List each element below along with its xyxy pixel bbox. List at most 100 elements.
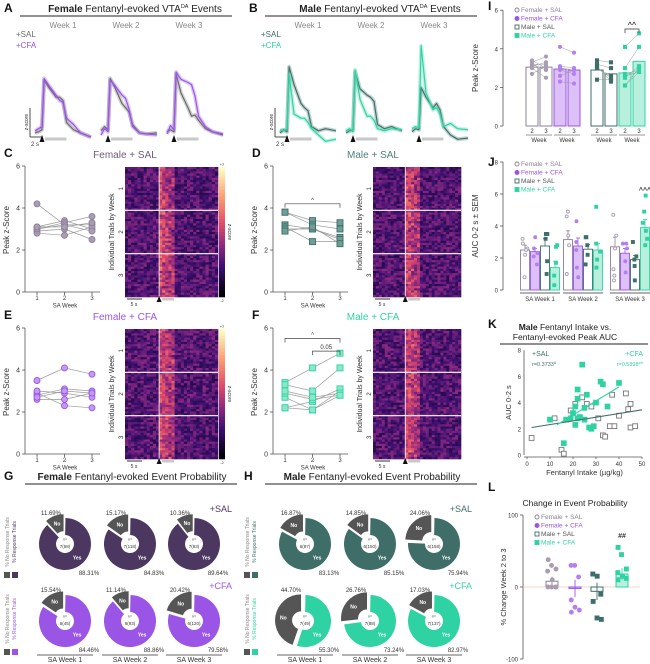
heatmap-cell: [190, 236, 194, 239]
heatmap-cell: [196, 262, 200, 265]
heatmap-cell: [402, 271, 406, 274]
heatmap-cell: [168, 245, 172, 248]
heatmap-cell: [373, 277, 377, 280]
heatmap-cell: [128, 221, 132, 224]
heatmap-cell: [381, 177, 386, 181]
heatmap-cell: [396, 195, 400, 198]
heatmap-cell: [455, 284, 459, 287]
heatmap-cell: [405, 240, 409, 244]
heatmap-cell: [128, 236, 132, 239]
heatmap-cell: [422, 175, 427, 179]
heatmap-cell: [419, 284, 424, 287]
heatmap-cell: [190, 331, 194, 334]
heatmap-cell: [399, 175, 403, 179]
heatmap-cell: [205, 195, 209, 198]
heatmap-cell: [393, 255, 397, 259]
heatmap-cell: [162, 372, 166, 375]
heatmap-cell: [168, 242, 172, 246]
heatmap-cell: [177, 400, 182, 403]
heatmap-cell: [137, 206, 141, 209]
heatmap-cell: [125, 271, 129, 274]
heatmap-cell: [159, 221, 163, 224]
heatmap-cell: [162, 203, 166, 207]
heatmap-cell: [193, 214, 197, 218]
heatmap-cell: [196, 352, 200, 356]
heatmap-cell: [405, 219, 409, 222]
heatmap-cell: [143, 359, 147, 362]
heatmap-cell: [419, 255, 424, 259]
heatmap-cell: [183, 376, 188, 380]
heatmap-cell: [428, 264, 432, 267]
heatmap-cell: [390, 186, 394, 189]
heatmap-cell: [411, 232, 415, 235]
heatmap-cell: [417, 186, 421, 189]
heatmap-cell: [214, 294, 219, 298]
heatmap-cell: [402, 208, 406, 211]
heatmap-cell: [168, 398, 172, 401]
heatmap-cell: [140, 378, 144, 382]
heatmap-cell: [165, 381, 169, 384]
heatmap-cell: [396, 210, 400, 213]
heatmap-cell: [396, 201, 400, 205]
heatmap-cell: [149, 186, 154, 189]
heatmap-cell: [168, 275, 172, 278]
heatmap-cell: [405, 177, 409, 181]
heatmap-cell: [183, 214, 188, 218]
heatmap-cell: [375, 177, 380, 181]
heatmap-cell: [431, 245, 435, 248]
heatmap-cell: [425, 190, 430, 194]
heatmap-cell: [193, 186, 197, 189]
heatmap-cell: [440, 264, 444, 267]
heatmap-cell: [408, 214, 412, 218]
heatmap-cell: [375, 253, 380, 257]
subject-point: [88, 227, 96, 235]
heatmap-cell: [428, 290, 432, 293]
heatmap-cell: [393, 279, 397, 283]
heatmap-cell: [183, 342, 188, 345]
heatmap-cell: [399, 208, 403, 211]
heatmap-cell: [146, 258, 151, 261]
heatmap-cell: [373, 182, 377, 185]
heatmap-cell: [156, 407, 160, 410]
heatmap-cell: [208, 363, 213, 367]
heatmap-cell: [417, 245, 421, 248]
heatmap-cell: [402, 262, 406, 265]
heatmap-cell: [449, 236, 453, 239]
heatmap-cell: [180, 370, 185, 373]
heatmap-cell: [396, 281, 400, 285]
heatmap-cell: [428, 190, 432, 194]
heatmap-cell: [419, 245, 424, 248]
heatmap-cell: [402, 212, 406, 215]
heatmap-cell: [414, 180, 418, 183]
heatmap-cell: [449, 253, 453, 257]
heatmap-cell: [168, 288, 172, 291]
heatmap-cell: [180, 169, 185, 172]
heatmap-cell: [183, 221, 188, 224]
heatmap-cell: [455, 288, 459, 291]
heatmap-cell: [381, 232, 386, 235]
heatmap-cell: [402, 292, 406, 296]
heatmap-cell: [177, 195, 182, 198]
heatmap-cell: [202, 391, 206, 395]
heatmap-cell: [428, 203, 432, 207]
heatmap-cell: [199, 238, 203, 241]
heatmap-cell: [128, 203, 132, 207]
heatmap-cell: [411, 234, 415, 237]
heatmap-cell: [183, 255, 188, 259]
heatmap-cell: [152, 409, 157, 412]
heatmap-cell: [128, 214, 132, 218]
heatmap-cell: [405, 225, 409, 228]
heatmap-cell: [458, 255, 462, 259]
heatmap-cell: [393, 290, 397, 293]
heatmap-cell: [422, 255, 427, 259]
heatmap-cell: [196, 363, 200, 367]
heatmap-row-label: 3: [367, 273, 373, 277]
heatmap-cell: [419, 275, 424, 278]
heatmap-cell: [390, 286, 394, 289]
heatmap-cell: [443, 273, 447, 276]
heatmap-cell: [190, 387, 194, 390]
heatmap-cell: [408, 275, 412, 278]
heatmap-cell: [199, 190, 203, 194]
heatmap-cell: [458, 281, 462, 285]
heatmap-cell: [199, 294, 203, 298]
